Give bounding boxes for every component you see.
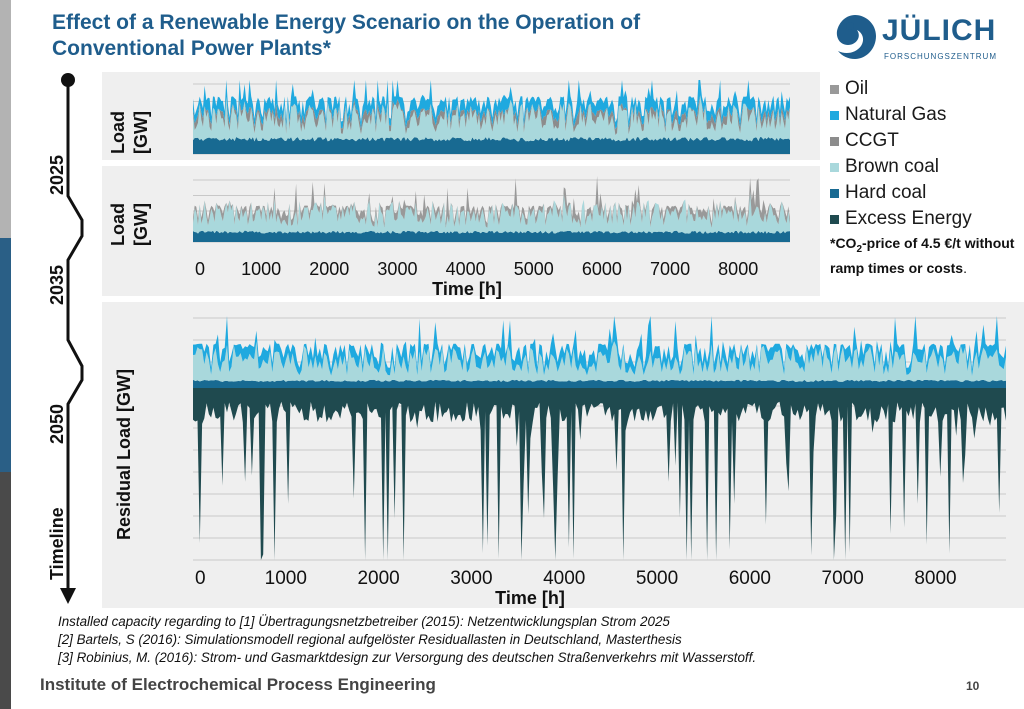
ylabel-2025-word2: [GW] bbox=[131, 111, 151, 154]
legend-label: Natural Gas bbox=[845, 104, 947, 125]
logo-subtext: FORSCHUNGSZENTRUM bbox=[884, 52, 997, 61]
timeline-line bbox=[66, 80, 84, 592]
legend-item: Excess Energy bbox=[830, 206, 1020, 232]
x-tick-label: 7000 bbox=[822, 568, 864, 589]
legend-item: Oil bbox=[830, 76, 1020, 102]
ylabel-2025: Load [GW] bbox=[108, 111, 151, 154]
legend-swatch bbox=[830, 110, 839, 120]
legend-item: Hard coal bbox=[830, 180, 1020, 206]
x-tick-label: 4000 bbox=[543, 568, 585, 589]
x-tick-label: 4000 bbox=[446, 259, 486, 279]
x-tick-label: 8000 bbox=[718, 259, 758, 279]
legend-item: CCGT bbox=[830, 128, 1020, 154]
series-area-hard-coal bbox=[193, 379, 1006, 388]
x-tick-label: 3000 bbox=[450, 568, 492, 589]
series-area-hard-coal bbox=[193, 137, 790, 154]
ylabel-2035: Load [GW] bbox=[108, 203, 151, 246]
references: Installed capacity regarding to [1] Über… bbox=[58, 613, 756, 667]
timeline-label: Timeline bbox=[47, 507, 67, 580]
legend-item: Brown coal bbox=[830, 154, 1020, 180]
timeline: 2025 2035 2050 Timeline bbox=[47, 73, 84, 604]
chart-2025 bbox=[193, 80, 790, 155]
logo-emblem-icon bbox=[836, 15, 876, 59]
series-area-oil bbox=[193, 176, 790, 229]
ylabel-2035-word2: [GW] bbox=[131, 203, 151, 246]
series-area-natural-gas bbox=[193, 80, 790, 130]
timeline-year-2025: 2025 bbox=[47, 155, 67, 195]
x-tick-label: 6000 bbox=[582, 259, 622, 279]
co2-note-subscript: 2 bbox=[856, 243, 863, 255]
co2-note-prefix: *CO bbox=[830, 235, 857, 251]
legend-label: Oil bbox=[845, 78, 869, 99]
xlabel-2035: Time [h] bbox=[432, 279, 502, 299]
legend-swatch bbox=[830, 188, 839, 198]
x-tick-label: 2000 bbox=[309, 259, 349, 279]
x-tick-label: 5000 bbox=[636, 568, 678, 589]
ylabel-2025-text: Load bbox=[108, 111, 128, 154]
x-tick-label: 0 bbox=[195, 259, 205, 279]
series-area-brown-coal bbox=[193, 95, 790, 142]
x-tick-label: 2000 bbox=[357, 568, 399, 589]
chart-2050: 0 1000 2000 3000 4000 5000 6000 7000 8000 bbox=[193, 316, 1006, 589]
page-title: Effect of a Renewable Energy Scenario on… bbox=[52, 11, 641, 60]
series-area-brown-coal bbox=[193, 191, 790, 234]
x-tick-label: 0 bbox=[195, 568, 206, 589]
reference-2: [2] Bartels, S (2016): Simulationsmodell… bbox=[58, 632, 682, 647]
ylabel-2025-word1: Load bbox=[108, 111, 128, 154]
xlabel-2050: Time [h] bbox=[495, 588, 565, 608]
logo-text: JÜLICH bbox=[882, 14, 997, 47]
sidebar-stripe-gray bbox=[0, 0, 11, 238]
legend-label: Hard coal bbox=[845, 182, 927, 203]
legend-swatch bbox=[830, 162, 839, 172]
juelich-logo: JÜLICH FORSCHUNGSZENTRUM bbox=[828, 8, 1003, 66]
ylabel-2035-word1: Load bbox=[108, 203, 128, 246]
series-area-natural-gas bbox=[193, 316, 1006, 377]
x-tick-label: 6000 bbox=[729, 568, 771, 589]
x-tick-label: 1000 bbox=[265, 568, 307, 589]
legend-item: Natural Gas bbox=[830, 102, 1020, 128]
timeline-arrow-icon bbox=[60, 588, 76, 604]
x-tick-label: 8000 bbox=[914, 568, 956, 589]
ylabel-2035-unit: [GW] bbox=[131, 203, 151, 246]
x-tick-label: 3000 bbox=[377, 259, 417, 279]
legend-swatch bbox=[830, 214, 839, 224]
ylabel-2050: Residual Load [GW] bbox=[114, 369, 134, 540]
chart-2035: 0 1000 2000 3000 4000 5000 6000 7000 8000 bbox=[193, 176, 790, 279]
legend: Oil Natural Gas CCGT Brown coal Hard coal Exc… bbox=[830, 76, 1020, 232]
series-area-hard-coal bbox=[193, 230, 790, 242]
series-area-ccgt bbox=[193, 95, 790, 135]
legend-swatch bbox=[830, 84, 839, 94]
reference-1: Installed capacity regarding to [1] Über… bbox=[58, 614, 670, 629]
legend-label: Brown coal bbox=[845, 156, 939, 177]
ylabel-2035-text: Load bbox=[108, 203, 128, 246]
institute-name: Institute of Electrochemical Process Eng… bbox=[40, 675, 436, 694]
legend-label: Excess Energy bbox=[845, 208, 972, 229]
timeline-year-2035: 2035 bbox=[47, 265, 67, 305]
co2-note-end: . bbox=[963, 259, 967, 276]
series-area-brown-coal bbox=[193, 341, 1006, 382]
reference-3: [3] Robinius, M. (2016): Strom- und Gasm… bbox=[58, 650, 757, 665]
legend-label: CCGT bbox=[845, 130, 899, 151]
page-number: 10 bbox=[966, 679, 980, 693]
co2-note-suffix: -price of 4.5 €/t without ramp times or … bbox=[830, 235, 1015, 276]
series-area-excess-energy bbox=[193, 388, 1006, 560]
co2-note: *CO2-price of 4.5 €/t without ramp times… bbox=[830, 234, 1020, 278]
sidebar-stripe-blue bbox=[0, 238, 11, 472]
ylabel-2025-unit: [GW] bbox=[131, 111, 151, 154]
legend-swatch bbox=[830, 136, 839, 146]
x-tick-label: 5000 bbox=[514, 259, 554, 279]
sidebar-stripe-dark bbox=[0, 472, 11, 709]
x-tick-label: 1000 bbox=[241, 259, 281, 279]
x-tick-label: 7000 bbox=[650, 259, 690, 279]
timeline-year-2050: 2050 bbox=[47, 404, 67, 444]
